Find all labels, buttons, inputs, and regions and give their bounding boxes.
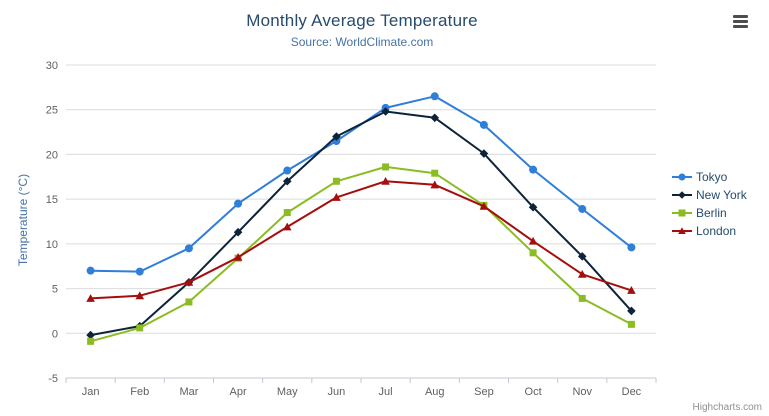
- x-axis-tick-label: Aug: [425, 386, 445, 398]
- data-point-new-york[interactable]: [528, 202, 538, 212]
- data-point-london[interactable]: [135, 291, 145, 300]
- series-line-tokyo: [90, 95, 633, 273]
- data-point-new-york[interactable]: [233, 227, 243, 237]
- data-point-tokyo[interactable]: [135, 267, 144, 276]
- series-line-berlin: [90, 165, 632, 343]
- data-point-london[interactable]: [184, 278, 194, 286]
- data-point-berlin[interactable]: [136, 324, 144, 332]
- data-point-berlin[interactable]: [431, 169, 439, 177]
- legend-marker-icon-triangle: [672, 227, 692, 234]
- legend-item-london[interactable]: London: [672, 222, 747, 240]
- data-point-london[interactable]: [332, 193, 341, 201]
- data-point-berlin[interactable]: [283, 209, 291, 217]
- data-point-tokyo[interactable]: [529, 165, 538, 174]
- legend-label: Berlin: [696, 206, 727, 220]
- data-point-tokyo[interactable]: [578, 204, 587, 213]
- y-axis-title: Temperature (°C): [16, 173, 30, 267]
- data-point-london[interactable]: [479, 201, 489, 210]
- data-point-london[interactable]: [381, 176, 390, 185]
- credits-link[interactable]: Highcharts.com: [692, 402, 762, 413]
- x-axis-tick-label: Feb: [130, 386, 149, 398]
- legend-item-new-york[interactable]: New York: [672, 186, 747, 204]
- legend-label: Tokyo: [696, 170, 728, 184]
- data-point-new-york[interactable]: [627, 306, 636, 316]
- y-axis-tick-label: 0: [52, 328, 58, 340]
- data-point-berlin[interactable]: [185, 298, 193, 306]
- data-point-tokyo[interactable]: [627, 243, 636, 252]
- x-axis-tick-label: Jan: [82, 386, 100, 398]
- x-axis-tick-label: Mar: [179, 386, 198, 398]
- x-axis-tick-label: Oct: [525, 386, 542, 398]
- x-axis-tick-label: Nov: [572, 386, 592, 398]
- y-axis-tick-label: 20: [46, 149, 58, 161]
- x-axis-tick-label: Jul: [379, 386, 393, 398]
- legend-item-berlin[interactable]: Berlin: [672, 204, 747, 222]
- data-point-tokyo[interactable]: [86, 266, 95, 275]
- data-point-london[interactable]: [430, 180, 440, 189]
- data-point-london[interactable]: [282, 222, 292, 231]
- data-point-london[interactable]: [233, 252, 243, 261]
- data-point-berlin[interactable]: [627, 320, 635, 328]
- data-point-berlin[interactable]: [529, 249, 537, 257]
- chart-subtitle: Source: WorldClimate.com: [290, 35, 434, 49]
- series-london: [86, 176, 636, 302]
- data-point-new-york[interactable]: [381, 107, 390, 116]
- data-point-london[interactable]: [577, 269, 587, 278]
- data-point-tokyo[interactable]: [430, 92, 439, 101]
- data-point-new-york[interactable]: [430, 113, 440, 123]
- data-point-new-york[interactable]: [479, 149, 489, 158]
- data-point-tokyo[interactable]: [479, 120, 488, 129]
- y-axis-tick-label: 30: [46, 60, 58, 72]
- legend-label: London: [696, 224, 737, 238]
- x-axis-tick-label: May: [277, 386, 298, 398]
- series-line-london: [90, 180, 632, 300]
- data-point-london[interactable]: [528, 236, 538, 245]
- legend: Tokyo New York Berlin London: [672, 168, 747, 240]
- legend-item-tokyo[interactable]: Tokyo: [672, 168, 747, 186]
- legend-marker-icon-diamond: [672, 191, 692, 199]
- data-point-berlin[interactable]: [578, 294, 586, 302]
- legend-label: New York: [696, 188, 747, 202]
- data-point-tokyo[interactable]: [283, 166, 292, 175]
- x-axis-tick-label: Apr: [230, 386, 247, 398]
- data-point-new-york[interactable]: [86, 330, 95, 340]
- series-new-york: [86, 107, 636, 340]
- series-line-new-york: [90, 110, 633, 337]
- data-point-tokyo[interactable]: [184, 244, 193, 253]
- x-axis-tick-label: Dec: [622, 386, 642, 398]
- data-point-new-york[interactable]: [332, 132, 341, 141]
- y-axis-tick-label: 5: [52, 284, 58, 296]
- data-point-berlin[interactable]: [332, 177, 340, 185]
- hamburger-menu-icon[interactable]: [733, 15, 748, 28]
- series-tokyo: [86, 92, 636, 276]
- data-point-london[interactable]: [627, 286, 636, 294]
- legend-marker-icon-circle: [672, 173, 692, 181]
- chart-title: Monthly Average Temperature: [246, 11, 478, 30]
- data-point-new-york[interactable]: [282, 176, 292, 186]
- data-point-new-york[interactable]: [577, 252, 587, 261]
- y-axis-tick-label: 25: [46, 105, 58, 117]
- y-axis-tick-label: -5: [48, 373, 58, 385]
- data-point-tokyo[interactable]: [234, 199, 243, 208]
- data-point-london[interactable]: [86, 294, 95, 302]
- y-axis-tick-label: 15: [46, 194, 58, 206]
- legend-marker-icon-square: [672, 209, 692, 217]
- y-axis-tick-label: 10: [46, 239, 58, 251]
- data-point-berlin[interactable]: [87, 337, 95, 345]
- x-axis-tick-label: Sep: [474, 386, 494, 398]
- data-point-berlin[interactable]: [382, 163, 390, 171]
- x-axis-tick-label: Jun: [328, 386, 346, 398]
